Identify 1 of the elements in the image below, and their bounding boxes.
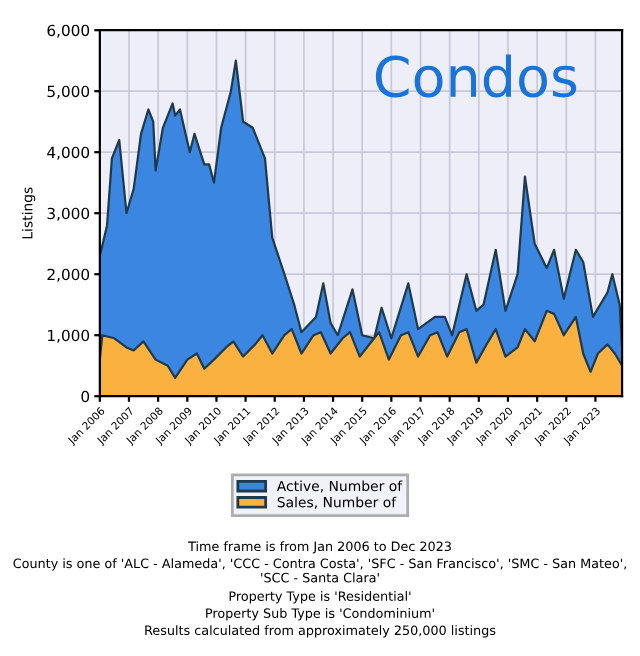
chart-title: Condos	[375, 54, 577, 98]
